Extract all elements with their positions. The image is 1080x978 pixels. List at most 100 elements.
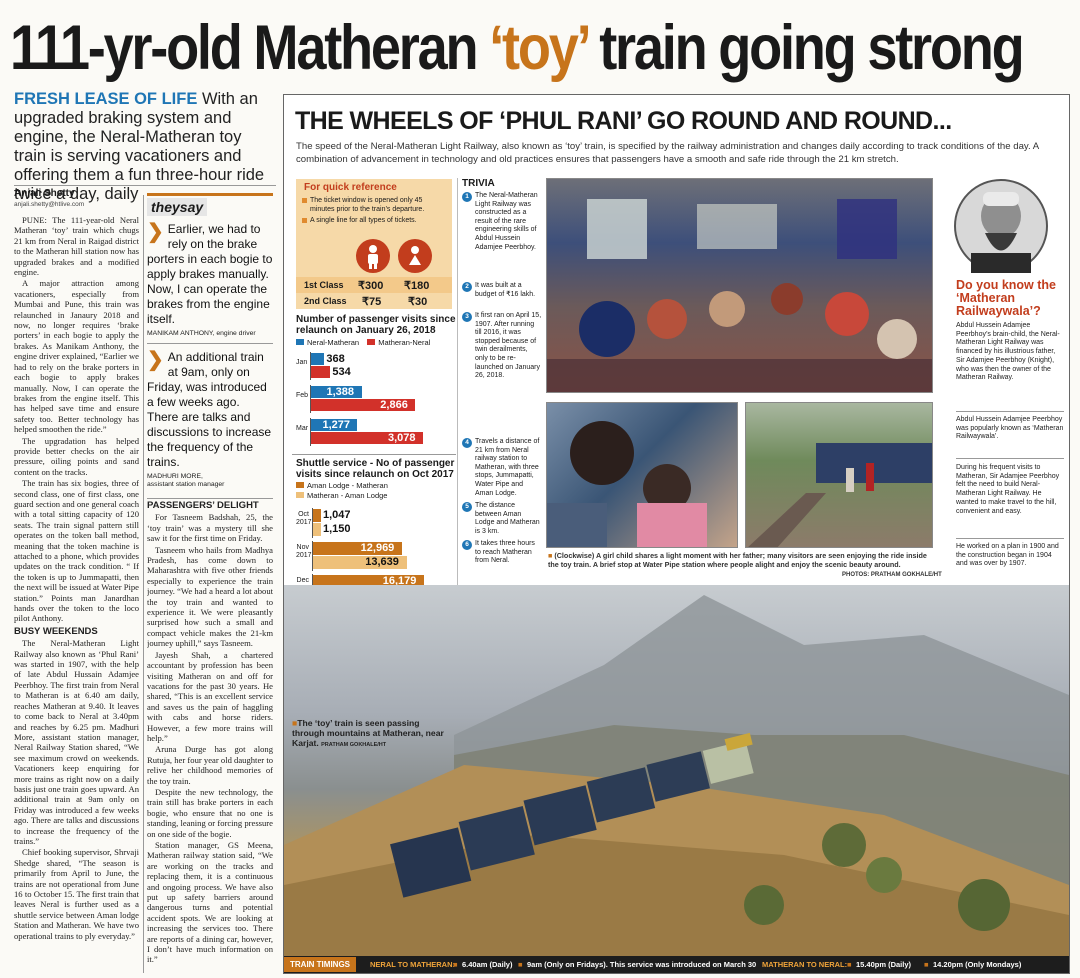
bullet-icon: ■ xyxy=(453,960,458,969)
subheading: BUSY WEEKENDS xyxy=(14,625,98,637)
quick-reference-title: For quick reference xyxy=(304,182,397,193)
bar-category-text: Dec xyxy=(296,577,309,584)
article-column-2: PASSENGERS’ DELIGHT For Tasneem Badshah,… xyxy=(147,498,273,974)
subheading: PASSENGERS’ DELIGHT xyxy=(147,500,259,511)
quote-2-attribution: MADHURI MORE, xyxy=(147,473,203,480)
paragraph: Station manager, GS Meena, Matheran rail… xyxy=(147,840,273,965)
column-rule xyxy=(457,178,458,590)
trivia-number: 2 xyxy=(462,282,472,292)
bar-axis-line xyxy=(312,508,313,538)
paragraph: PUNE: The 111-year-old Neral Matheran ‘t… xyxy=(14,215,139,278)
bar xyxy=(313,575,425,588)
bar xyxy=(311,399,416,411)
bar-category-text: Nov xyxy=(296,544,309,551)
quick-reference-item: The ticket window is opened only 45 minu… xyxy=(296,196,452,216)
train-timings-bar: TRAIN TIMINGS NERAL TO MATHERAN: ■ 6.40a… xyxy=(284,956,1069,973)
quote-chevron-icon: ❯ xyxy=(147,349,164,371)
bar-category-label: Nov 2017 xyxy=(296,544,312,560)
chart-1-legend: Neral-Matheran Matheran-Neral xyxy=(296,338,430,348)
trivia-number: 1 xyxy=(462,192,472,202)
trivia-text: The distance between Aman Lodge and Math… xyxy=(475,502,540,535)
timing-value: 6.40am (Daily) xyxy=(462,960,513,969)
neral-to-matheran-label: NERAL TO MATHERAN: xyxy=(370,960,455,969)
did-you-know-paragraph: Abdul Hussein Adamjee Peerbhoy was popul… xyxy=(956,416,1064,441)
bar-category-text: 2017 xyxy=(296,519,312,526)
timing-value: 9am (Only on Fridays). This service was … xyxy=(527,960,757,969)
byline: Anjali Shetty xyxy=(14,188,75,199)
bar xyxy=(311,366,331,378)
photo-caption-top: ■ (Clockwise) A girl child shares a ligh… xyxy=(548,551,930,569)
quick-reference-item: A single line for all types of tickets. xyxy=(296,216,452,227)
bar-value-label: 534 xyxy=(332,365,351,378)
trivia-text: Travels a distance of 21 km from Neral r… xyxy=(475,438,540,497)
did-you-know-paragraph: During his frequent visits to Matheran, … xyxy=(956,464,1060,515)
they-say-box: theysay ❯ Earlier, we had to rely on the … xyxy=(147,193,273,488)
divider xyxy=(956,538,1064,539)
legend-label: Matheran-Neral xyxy=(378,338,431,347)
paragraph: Tasneem who hails from Madhya Pradesh, h… xyxy=(147,544,273,649)
bar-category-text: Feb xyxy=(296,392,309,399)
timing-value: 15.40pm (Daily) xyxy=(856,960,912,969)
divider xyxy=(292,454,456,455)
divider xyxy=(956,458,1064,459)
fare-child: ₹180 xyxy=(404,280,430,292)
headline-part1: 111-yr-old Matheran xyxy=(10,13,490,83)
trivia-item: 1 The Neral-Matheran Light Railway was co… xyxy=(462,192,542,252)
quote-2-text: An additional train at 9am, only on Frid… xyxy=(147,350,272,469)
paragraph: The train has six bogies, three of secon… xyxy=(14,478,139,624)
divider xyxy=(14,185,276,186)
chart-2-legend: Aman Lodge - Matheran Matheran - Aman Lo… xyxy=(296,481,388,501)
bar-axis-line xyxy=(312,541,313,571)
bar-value-label: 12,969 xyxy=(360,542,395,554)
trivia-number: 4 xyxy=(462,438,472,448)
they-say-tag: theysay xyxy=(147,198,208,216)
quote-1: ❯ Earlier, we had to rely on the brake po… xyxy=(147,222,273,327)
caption-square-icon: ■ xyxy=(292,718,298,728)
timing-value: 14.20pm (Only Mondays) xyxy=(933,960,1022,969)
trivia-text: It takes three hours to reach Matheran f… xyxy=(475,540,535,565)
column-rule xyxy=(143,195,144,973)
bar-category-text: Mar xyxy=(296,425,309,432)
trivia-title: TRIVIA xyxy=(462,178,495,189)
fare-row-first: 1st Class ₹300 ₹180 xyxy=(296,277,452,293)
photo-caption-main: ■The ‘toy’ train is seen passing through… xyxy=(292,718,452,750)
quote-1-text: Earlier, we had to rely on the brake por… xyxy=(147,222,273,326)
did-you-know-paragraph: Abdul Hussein Adamjee Peerbhoy’s brain-c… xyxy=(956,322,1060,382)
paragraph: Chief booking supervisor, Shrvaji Shedge… xyxy=(14,847,139,941)
trivia-item: 6 It takes three hours to reach Matheran … xyxy=(462,540,542,566)
caption-text: The ‘toy’ train is seen passing through … xyxy=(292,718,444,748)
deck-text: With an upgraded braking system and engi… xyxy=(14,90,265,203)
bar-axis-line xyxy=(310,385,311,413)
child-icon xyxy=(398,239,432,273)
divider xyxy=(147,343,273,344)
bullet-icon: ■ xyxy=(924,960,929,969)
bar xyxy=(311,353,325,365)
chart-1: Jan 368 534 Feb 1,388 2,866 Mar 1,277 3,078 xyxy=(296,352,456,452)
bar-value-label: 13,639 xyxy=(365,556,399,568)
trivia-item: 5 The distance between Aman Lodge and Mat… xyxy=(462,502,542,536)
quote-chevron-icon: ❯ xyxy=(147,221,164,243)
bar xyxy=(311,419,358,431)
headline-highlight: ‘toy’ xyxy=(489,13,588,83)
fare-adult: ₹75 xyxy=(362,296,382,308)
legend-swatch xyxy=(296,339,304,345)
byline-email: anjali.shetty@htlive.com xyxy=(14,201,85,208)
deck-kicker: FRESH LEASE OF LIFE xyxy=(14,90,198,108)
article-column-1: PUNE: The 111-year-old Neral Matheran ‘t… xyxy=(14,215,139,973)
trivia-number: 3 xyxy=(462,312,472,322)
trivia-text: It was built at a budget of ₹16 lakh. xyxy=(475,282,536,298)
bullet-icon: ■ xyxy=(847,960,852,969)
trivia-text: The Neral-Matheran Light Railway was con… xyxy=(475,192,538,251)
bar-category-text: Oct xyxy=(298,511,309,518)
paragraph: The upgradation has helped provide bette… xyxy=(14,435,139,477)
photo-toy-train-mountains xyxy=(284,585,1069,956)
legend-label: Aman Lodge - Matheran xyxy=(307,481,388,490)
legend-label: Matheran - Aman Lodge xyxy=(307,491,388,500)
trivia-number: 5 xyxy=(462,502,472,512)
chart-1-title: Number of passenger visits since relaunc… xyxy=(296,314,456,336)
did-you-know-paragraph: He worked on a plan in 1900 and the cons… xyxy=(956,543,1059,568)
infographic-title: THE WHEELS OF ‘PHUL RANI’ GO ROUND AND R… xyxy=(295,107,952,135)
photo-train-interior xyxy=(546,178,933,393)
bar-category-label: Mar xyxy=(296,425,309,433)
chart-2-title: Shuttle service - No of passenger visits… xyxy=(296,458,455,480)
